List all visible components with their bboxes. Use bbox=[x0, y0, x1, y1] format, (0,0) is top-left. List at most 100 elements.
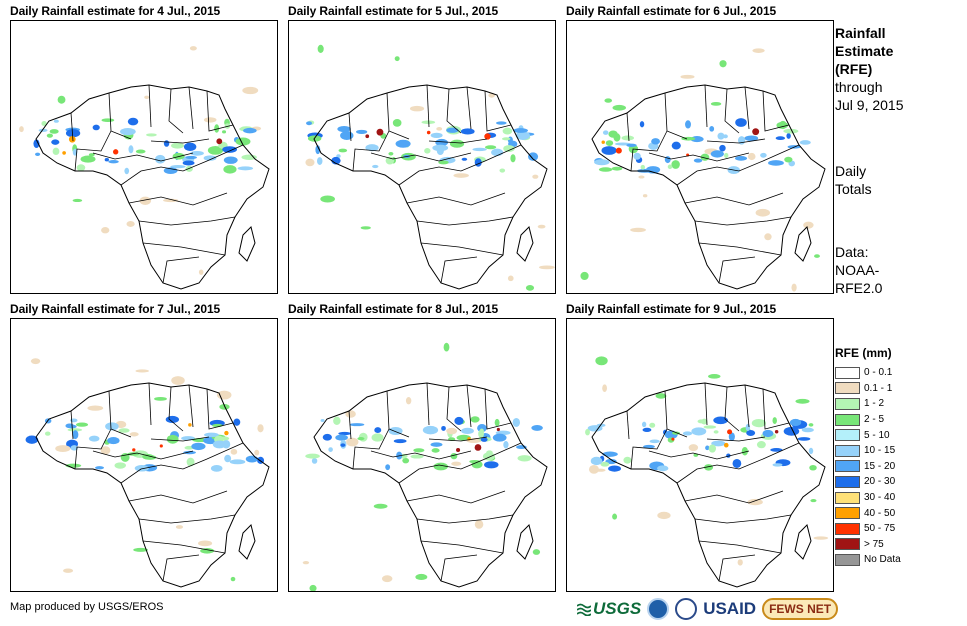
info-data-line: NOAA- bbox=[835, 262, 880, 278]
madagascar-outline bbox=[238, 226, 256, 262]
country-border bbox=[128, 490, 228, 504]
rainfall-patch bbox=[63, 568, 74, 573]
rainfall-patch bbox=[204, 432, 219, 438]
rainfall-patch bbox=[499, 168, 506, 173]
country-border bbox=[188, 86, 194, 130]
rainfall-patch bbox=[693, 158, 703, 163]
rainfall-patch bbox=[580, 271, 589, 281]
rainfall-patch bbox=[799, 140, 811, 145]
country-border bbox=[426, 382, 430, 426]
rainfall-patch bbox=[768, 160, 784, 166]
country-border bbox=[684, 490, 784, 504]
legend-swatch bbox=[835, 522, 860, 535]
rainfall-patch bbox=[502, 127, 513, 135]
rainfall-patch bbox=[328, 447, 333, 452]
rainfall-patch bbox=[598, 167, 613, 172]
rainfall-patch bbox=[431, 448, 440, 453]
rainfall-patch bbox=[426, 130, 431, 135]
rainfall-patch bbox=[456, 447, 461, 453]
rainfall-patch bbox=[532, 174, 539, 179]
rainfall-patch bbox=[203, 117, 217, 123]
rainfall-patch bbox=[88, 153, 95, 157]
country-border bbox=[148, 382, 152, 426]
legend-label: 10 - 15 bbox=[864, 445, 896, 457]
rainfall-patch bbox=[612, 513, 618, 520]
rainfall-patch bbox=[402, 457, 410, 464]
rainfall-patch bbox=[413, 448, 425, 453]
africa-map-svg bbox=[585, 356, 829, 588]
rainfall-patch bbox=[237, 166, 254, 171]
rainfall-patch bbox=[241, 154, 257, 160]
legend-item: 2 - 5 bbox=[835, 412, 901, 428]
panel-title: Daily Rainfall estimate for 4 Jul., 2015 bbox=[10, 4, 221, 18]
rainfall-patch bbox=[128, 145, 134, 154]
rainfall-patch bbox=[346, 437, 359, 447]
rainfall-patch bbox=[257, 424, 264, 433]
country-border bbox=[718, 256, 756, 284]
country-border bbox=[698, 242, 782, 256]
rainfall-patch bbox=[88, 435, 100, 442]
map-panel-jul-5: Daily Rainfall estimate for 5 Jul., 2015 bbox=[288, 4, 556, 294]
panel-title: Daily Rainfall estimate for 5 Jul., 2015 bbox=[288, 4, 499, 18]
rainfall-patch bbox=[216, 390, 232, 400]
rainfall-patch bbox=[95, 466, 104, 470]
legend-item: 0 - 0.1 bbox=[835, 365, 901, 381]
noaa-logo-icon bbox=[647, 598, 670, 620]
rainfall-patch bbox=[430, 442, 443, 447]
rainfall-patch bbox=[183, 450, 196, 455]
rainfall-patch bbox=[786, 133, 791, 139]
rainfall-patch bbox=[538, 265, 555, 270]
rainfall-patch bbox=[460, 128, 475, 135]
rainfall-patch bbox=[779, 120, 787, 130]
legend-title: RFE (mm) bbox=[835, 346, 892, 360]
rainfall-patch bbox=[129, 432, 139, 437]
rainfall-patch bbox=[760, 152, 767, 158]
country-border bbox=[348, 410, 352, 440]
country-border bbox=[428, 436, 488, 442]
africa-map-svg bbox=[302, 342, 548, 591]
country-border bbox=[420, 242, 504, 256]
legend-label: 50 - 75 bbox=[864, 523, 896, 535]
madagascar-outline bbox=[516, 226, 534, 262]
rainfall-patch bbox=[515, 131, 530, 140]
country-border bbox=[398, 144, 522, 186]
info-daily: Daily Totals bbox=[835, 162, 872, 198]
country-border bbox=[168, 88, 184, 134]
rainfall-patch bbox=[756, 441, 766, 449]
country-border bbox=[420, 540, 504, 554]
rainfall-patch bbox=[633, 152, 641, 160]
rainfall-patch bbox=[784, 156, 793, 163]
rainfall-patch bbox=[735, 118, 747, 127]
country-border bbox=[148, 84, 152, 128]
rainfall-patch bbox=[752, 48, 765, 53]
country-border bbox=[352, 130, 390, 172]
rainfall-patch bbox=[132, 448, 136, 452]
rainfall-patch bbox=[210, 465, 223, 472]
rainfall-patch bbox=[105, 422, 119, 431]
rainfall-patch bbox=[708, 374, 721, 379]
rainfall-patch bbox=[38, 128, 48, 132]
country-border bbox=[684, 192, 784, 206]
credit-text: Map produced by USGS/EROS bbox=[10, 601, 164, 613]
rainfall-patch bbox=[630, 227, 646, 233]
country-border bbox=[120, 442, 244, 484]
rainfall-patch bbox=[305, 158, 315, 167]
rainfall-patch bbox=[711, 440, 726, 447]
rainfall-patch bbox=[667, 164, 673, 170]
rainfall-patch bbox=[224, 454, 232, 463]
country-border bbox=[762, 388, 790, 430]
rainfall-patch bbox=[537, 224, 546, 229]
rainfall-patch bbox=[474, 519, 484, 529]
rainfall-patch bbox=[808, 447, 814, 455]
rainfall-patch bbox=[594, 159, 610, 166]
rainfall-patch bbox=[594, 468, 606, 472]
rainfall-patch bbox=[134, 465, 149, 472]
rainfall-patch bbox=[728, 432, 735, 441]
rainfall-patch bbox=[503, 440, 509, 449]
rainfall-patch bbox=[612, 104, 626, 111]
rainfall-patch bbox=[531, 424, 543, 431]
legend-item: 20 - 30 bbox=[835, 474, 901, 490]
rainfall-map bbox=[288, 20, 556, 294]
country-border bbox=[466, 384, 472, 428]
country-border bbox=[626, 112, 630, 142]
